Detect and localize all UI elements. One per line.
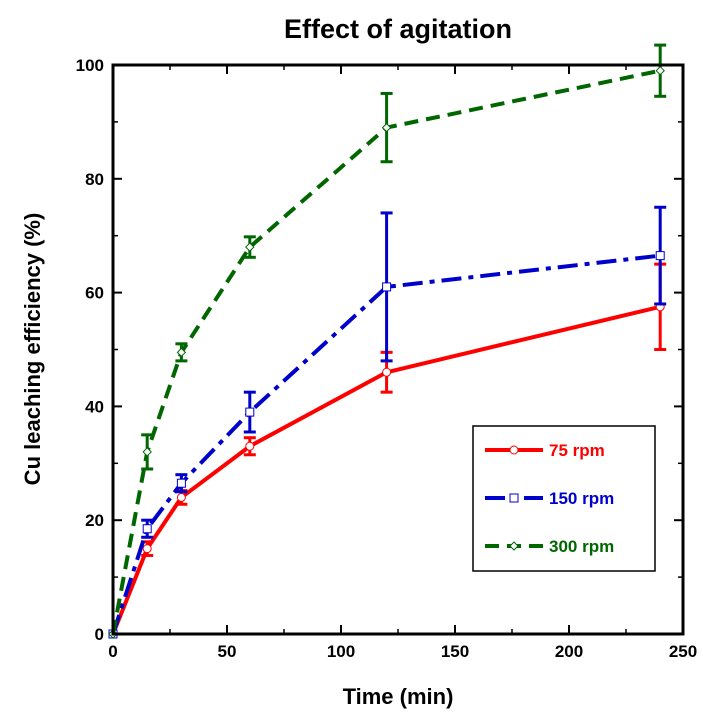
data-point-marker <box>382 367 392 377</box>
legend: 75 rpm 150 rpm 300 rpm <box>472 425 656 572</box>
y-tick-label: 80 <box>85 170 104 189</box>
x-tick-label: 100 <box>327 642 355 661</box>
data-point-marker <box>245 441 255 451</box>
x-tick-label: 0 <box>108 642 117 661</box>
data-point-marker <box>382 282 392 292</box>
y-tick-label: 0 <box>95 625 104 644</box>
x-tick-label: 150 <box>441 642 469 661</box>
series-300-rpm <box>108 43 667 639</box>
legend-label: 300 rpm <box>549 537 614 556</box>
data-point-marker <box>245 407 255 417</box>
x-tick-label: 200 <box>555 642 583 661</box>
series-line <box>111 68 661 635</box>
data-point-marker <box>176 478 186 488</box>
legend-label: 75 rpm <box>549 441 605 460</box>
axis-ticks: 0 50 100 150 200 250 0 20 40 60 80 100 <box>76 56 698 661</box>
y-tick-label: 40 <box>85 397 104 416</box>
data-point-marker <box>509 541 519 551</box>
plot-area <box>108 43 667 639</box>
data-point-marker <box>176 492 186 502</box>
data-point-marker <box>142 544 152 554</box>
x-axis-label: Time (min) <box>343 684 454 709</box>
data-point-marker <box>655 251 665 261</box>
data-point-marker <box>176 347 187 358</box>
legend-item: 75 rpm <box>485 441 605 460</box>
y-tick-label: 100 <box>76 56 104 75</box>
y-tick-label: 20 <box>85 511 104 530</box>
legend-label: 150 rpm <box>549 489 614 508</box>
series-line <box>111 253 661 635</box>
legend-item: 300 rpm <box>485 537 614 556</box>
chart-title: Effect of agitation <box>284 14 512 44</box>
data-point-marker <box>655 65 665 76</box>
legend-item: 150 rpm <box>485 489 614 508</box>
x-tick-label: 50 <box>218 642 237 661</box>
data-point-marker <box>509 493 519 503</box>
y-tick-label: 60 <box>85 284 104 303</box>
y-axis-label: Cu leaching efficiency (%) <box>20 213 45 486</box>
data-point-marker <box>381 122 392 133</box>
series-150-rpm <box>108 205 667 639</box>
x-tick-label: 250 <box>669 642 697 661</box>
data-point-marker <box>509 445 519 455</box>
series-line <box>111 304 661 635</box>
data-point-marker <box>142 447 152 457</box>
data-point-marker <box>142 524 152 534</box>
data-point-marker <box>245 242 255 252</box>
